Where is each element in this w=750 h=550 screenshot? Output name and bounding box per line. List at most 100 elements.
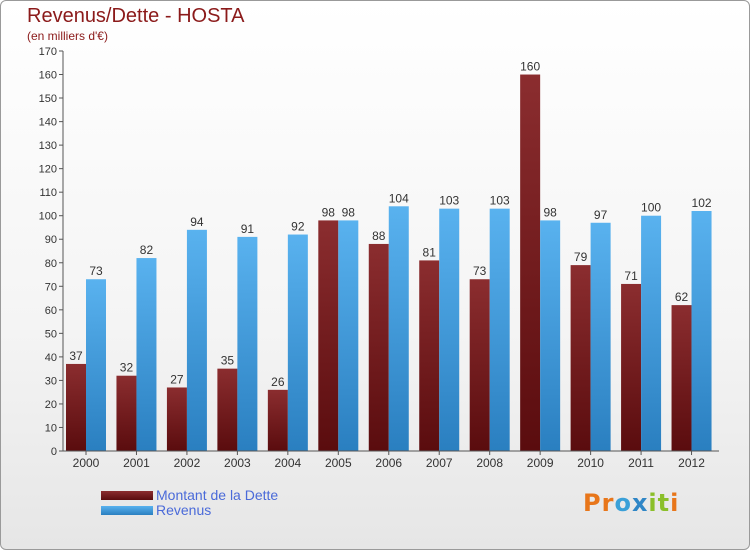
- data-label-dette: 71: [624, 269, 638, 283]
- y-tick-label: 70: [45, 281, 57, 293]
- legend-swatch-dette: [101, 491, 153, 500]
- bar-dette: [671, 305, 692, 451]
- bar-revenus: [86, 279, 106, 451]
- y-tick-label: 0: [51, 446, 57, 458]
- data-label-revenus: 97: [594, 208, 608, 222]
- y-tick-label: 80: [45, 258, 57, 270]
- x-tick-label: 2002: [174, 456, 201, 470]
- logo-letter: i: [648, 489, 658, 517]
- chart-subtitle: (en milliers d'€): [27, 29, 108, 43]
- bar-revenus: [338, 220, 359, 451]
- logo-letter: x: [631, 489, 649, 517]
- bar-revenus: [590, 222, 611, 451]
- y-tick-label: 60: [45, 305, 57, 317]
- logo-letter: r: [601, 489, 615, 517]
- bar-dette: [267, 389, 288, 451]
- bar-dette: [166, 387, 187, 451]
- data-label-dette: 37: [69, 349, 83, 363]
- data-label-revenus: 92: [291, 220, 305, 234]
- logo-letter: i: [670, 489, 680, 517]
- bar-dette: [419, 260, 440, 451]
- y-tick-label: 160: [39, 70, 57, 82]
- bar-dette: [66, 363, 86, 451]
- x-tick-label: 2012: [678, 456, 705, 470]
- x-tick-label: 2005: [325, 456, 352, 470]
- bar-dette: [621, 283, 642, 451]
- bar-revenus: [641, 215, 662, 451]
- data-label-revenus: 102: [692, 196, 712, 210]
- y-tick-label: 90: [45, 234, 57, 246]
- bars: [66, 74, 712, 451]
- y-axis: 0 10 20 30 40 50 60 70 80 90 100 110 120 130 140 150 160…: [39, 46, 64, 458]
- logo-letter: o: [614, 489, 632, 517]
- x-tick-label: 2008: [476, 456, 503, 470]
- bar-dette: [318, 220, 339, 451]
- legend-label-dette: Montant de la Dette: [156, 487, 279, 503]
- x-tick-label: 2004: [274, 456, 301, 470]
- y-tick-label: 100: [39, 211, 57, 223]
- bar-revenus: [287, 234, 308, 451]
- bar-dette: [520, 74, 541, 451]
- x-axis: 2000 2001 2002 2003 2004 2005 2006 2007 2008 2009…: [63, 450, 719, 470]
- bar-revenus: [439, 208, 460, 451]
- y-tick-label: 150: [39, 93, 57, 105]
- logo-letter: P: [583, 489, 602, 517]
- data-label-dette: 27: [170, 372, 184, 386]
- data-label-revenus: 104: [389, 191, 409, 205]
- data-label-dette: 62: [675, 290, 689, 304]
- bar-revenus: [186, 229, 207, 451]
- data-label-dette: 81: [423, 245, 437, 259]
- data-label-dette: 160: [520, 60, 540, 74]
- data-labels: 37 73 32 82 27 94 35 91 26 92 98 98 88 104 81 103 73 103 1…: [69, 60, 712, 389]
- data-label-revenus: 103: [439, 194, 459, 208]
- data-label-revenus: 73: [89, 264, 103, 278]
- y-tick-label: 120: [39, 164, 57, 176]
- data-label-revenus: 103: [490, 194, 510, 208]
- data-label-revenus: 91: [241, 222, 255, 236]
- bar-revenus: [388, 206, 409, 451]
- data-label-dette: 98: [322, 205, 336, 219]
- y-tick-label: 20: [45, 399, 57, 411]
- data-label-dette: 35: [221, 354, 235, 368]
- data-label-revenus: 94: [190, 215, 204, 229]
- data-label-dette: 26: [271, 375, 285, 389]
- y-tick-label: 130: [39, 140, 57, 152]
- x-tick-label: 2006: [375, 456, 402, 470]
- legend-label-revenus: Revenus: [156, 502, 212, 518]
- bar-dette: [116, 375, 137, 451]
- logo-letter: t: [657, 489, 671, 517]
- x-tick-label: 2009: [527, 456, 554, 470]
- data-label-dette: 73: [473, 264, 487, 278]
- bar-dette: [368, 243, 389, 451]
- x-tick-label: 2011: [628, 456, 654, 470]
- proxiti-logo: Proxiti: [583, 489, 679, 517]
- x-tick-label: 2010: [577, 456, 604, 470]
- data-label-dette: 32: [120, 361, 134, 375]
- y-tick-label: 40: [45, 352, 57, 364]
- data-label-revenus: 98: [342, 205, 356, 219]
- y-tick-label: 50: [45, 328, 57, 340]
- bar-dette: [570, 265, 591, 451]
- bar-revenus: [489, 208, 510, 451]
- bar-revenus: [237, 236, 258, 451]
- y-tick-label: 140: [39, 117, 57, 129]
- bar-revenus: [540, 220, 561, 451]
- x-tick-label: 2007: [426, 456, 453, 470]
- chart-title: Revenus/Dette - HOSTA: [27, 5, 245, 27]
- bar-revenus: [691, 211, 712, 451]
- data-label-dette: 88: [372, 229, 386, 243]
- y-tick-label: 30: [45, 375, 57, 387]
- bar-dette: [217, 368, 238, 451]
- data-label-revenus: 82: [140, 243, 154, 257]
- y-tick-label: 10: [45, 422, 57, 434]
- data-label-revenus: 98: [543, 205, 557, 219]
- y-tick-label: 170: [39, 46, 57, 58]
- data-label-revenus: 100: [641, 201, 661, 215]
- data-label-dette: 79: [574, 250, 588, 264]
- x-tick-label: 2003: [224, 456, 251, 470]
- bar-dette: [469, 279, 490, 451]
- legend-swatch-revenus: [101, 506, 153, 515]
- x-tick-label: 2001: [123, 456, 150, 470]
